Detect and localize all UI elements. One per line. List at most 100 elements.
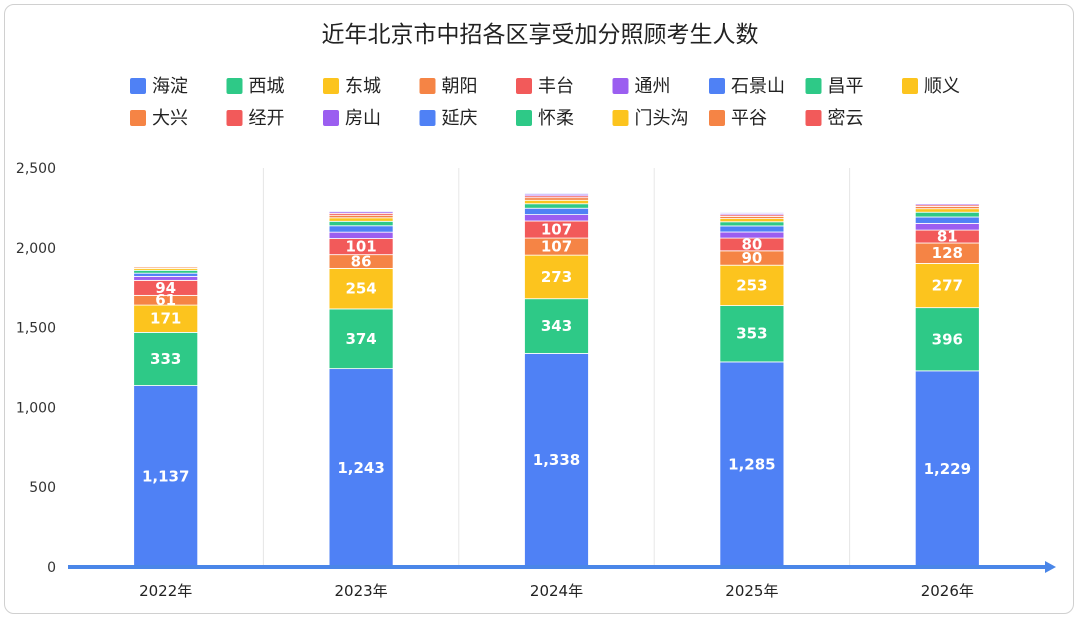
data-label: 254 bbox=[345, 280, 376, 298]
data-label: 1,243 bbox=[337, 459, 384, 477]
bar-segment bbox=[524, 199, 589, 205]
data-label: 1,229 bbox=[924, 460, 971, 478]
x-tick-label: 2025年 bbox=[725, 582, 778, 600]
y-axis: 0 500 1,000 1,500 2,000 2,500 bbox=[16, 161, 56, 576]
data-label: 277 bbox=[932, 277, 963, 295]
data-label: 94 bbox=[155, 279, 176, 297]
chart-title: 近年北京市中招各区享受加分照顾考生人数 bbox=[322, 22, 759, 48]
data-label: 1,285 bbox=[728, 455, 775, 473]
data-label: 1,137 bbox=[142, 467, 189, 485]
bar-segment bbox=[719, 305, 785, 363]
bar-segment bbox=[133, 331, 199, 386]
legend-swatch bbox=[130, 78, 146, 94]
bar-segment bbox=[133, 269, 199, 274]
legend-swatch bbox=[612, 110, 629, 126]
legend-swatch bbox=[902, 78, 918, 94]
x-tick-label: 2023年 bbox=[335, 582, 388, 600]
bar-segment bbox=[524, 353, 589, 568]
bar-segment bbox=[328, 308, 394, 370]
bar-segment bbox=[914, 199, 980, 202]
bar-segment bbox=[328, 207, 394, 210]
legend-label: 密云 bbox=[828, 108, 864, 129]
bar-segment bbox=[719, 264, 785, 306]
legend-label: 石景山 bbox=[731, 76, 785, 97]
legend-swatch bbox=[612, 78, 629, 94]
bar-segment bbox=[328, 267, 394, 310]
x-axis: 2022年 2023年 2024年 2025年 2026年 bbox=[68, 561, 1056, 600]
data-label: 374 bbox=[345, 330, 376, 348]
legend-swatch bbox=[323, 78, 339, 94]
bar-segment bbox=[914, 370, 980, 568]
data-label: 128 bbox=[932, 244, 963, 262]
legend-swatch bbox=[709, 110, 725, 126]
legend-label: 大兴 bbox=[152, 108, 188, 129]
legend-label: 顺义 bbox=[924, 76, 960, 97]
y-tick-label: 1,000 bbox=[16, 400, 56, 416]
legend-swatch bbox=[709, 78, 725, 94]
bar-segment bbox=[914, 208, 980, 213]
bar-segment bbox=[133, 272, 199, 277]
bar-segment bbox=[719, 218, 785, 223]
bar-segment bbox=[133, 263, 199, 265]
legend-label: 怀柔 bbox=[538, 108, 574, 129]
legend-swatch bbox=[226, 110, 243, 126]
legend-label: 延庆 bbox=[442, 108, 478, 129]
legend-label: 通州 bbox=[635, 76, 671, 97]
bar-segment bbox=[328, 220, 394, 227]
data-label: 253 bbox=[736, 276, 767, 294]
data-label: 1,338 bbox=[533, 451, 580, 469]
data-label: 80 bbox=[741, 235, 762, 253]
legend-label: 海淀 bbox=[152, 76, 188, 97]
data-label: 86 bbox=[351, 253, 372, 271]
legend-label: 丰台 bbox=[538, 76, 574, 97]
bar-segment bbox=[524, 203, 589, 209]
legend-label: 昌平 bbox=[828, 76, 864, 97]
data-label: 273 bbox=[541, 268, 572, 286]
data-label: 171 bbox=[150, 310, 181, 328]
bar-segment bbox=[719, 221, 785, 227]
data-label: 90 bbox=[741, 249, 762, 267]
bar-segment bbox=[914, 211, 980, 218]
bar-segment bbox=[524, 298, 589, 354]
data-label: 396 bbox=[932, 330, 963, 348]
data-label: 81 bbox=[937, 228, 958, 246]
bar-segment bbox=[719, 225, 785, 233]
data-label: 107 bbox=[541, 221, 572, 239]
legend-label: 平谷 bbox=[731, 108, 767, 129]
data-label: 107 bbox=[541, 238, 572, 256]
bar-segment bbox=[133, 304, 199, 333]
x-tick-label: 2022年 bbox=[139, 582, 192, 600]
legend-label: 房山 bbox=[345, 108, 381, 129]
bar-segment bbox=[328, 368, 394, 568]
legend-swatch bbox=[419, 110, 436, 126]
bar-segment bbox=[719, 209, 785, 211]
y-tick-label: 0 bbox=[47, 560, 56, 576]
legend-swatch bbox=[419, 78, 436, 94]
legend-label: 经开 bbox=[249, 108, 285, 129]
data-label: 333 bbox=[150, 350, 181, 368]
data-label: 353 bbox=[736, 325, 767, 343]
bar-segment bbox=[524, 207, 589, 216]
data-label: 343 bbox=[541, 317, 572, 335]
legend-swatch bbox=[805, 78, 822, 94]
data-label: 101 bbox=[345, 238, 376, 256]
y-tick-label: 1,500 bbox=[16, 321, 56, 337]
legend-label: 门头沟 bbox=[635, 108, 689, 129]
grid bbox=[262, 168, 851, 567]
legend-label: 西城 bbox=[249, 76, 285, 97]
bar-segment bbox=[719, 361, 785, 568]
legend-swatch bbox=[130, 110, 146, 126]
legend-swatch bbox=[323, 110, 339, 126]
x-axis-arrow bbox=[1045, 561, 1056, 573]
y-tick-label: 500 bbox=[29, 480, 56, 496]
legend-swatch bbox=[226, 78, 243, 94]
legend-swatch bbox=[516, 78, 532, 94]
x-tick-label: 2024年 bbox=[530, 582, 583, 600]
bar-segment bbox=[524, 254, 589, 300]
data-label: 61 bbox=[155, 291, 176, 309]
y-tick-label: 2,500 bbox=[16, 161, 56, 177]
y-tick-label: 2,000 bbox=[16, 241, 56, 257]
